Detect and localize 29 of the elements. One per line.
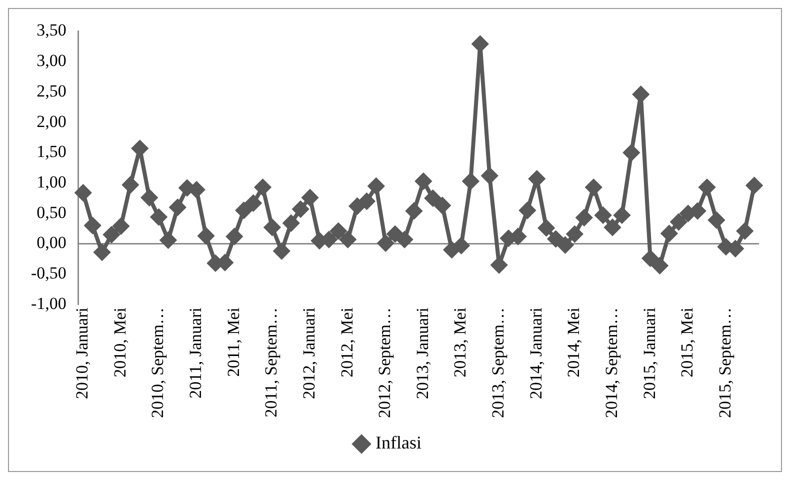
x-tick-label: 2015, Januari [640,307,659,400]
x-tick-label: 2015, Septem… [715,308,734,418]
y-tick-label: 0,00 [36,233,66,252]
x-tick-label: 2014, Januari [526,307,546,400]
x-tick-label: 2011, Mei [224,307,243,377]
y-tick-label: 3,00 [36,51,66,70]
x-tick-label: 2012, Septem… [375,308,394,418]
x-tick-label: 2012, Januari [299,307,318,400]
x-tick-label: 2015, Mei [678,307,697,378]
x-tick-label: 2014, Septem… [602,308,621,418]
y-tick-label: -1,00 [30,294,66,313]
x-tick-label: 2010, Januari [72,307,92,400]
legend-label: Inflasi [376,432,422,453]
y-tick-label: 2,50 [36,81,66,100]
y-tick-label: 1,50 [36,142,66,162]
x-tick-label: 2013, Septem… [488,308,508,418]
x-tick-label: 2010, Septem… [148,308,168,418]
x-tick-label: 2013, Mei [450,307,470,378]
y-tick-label: 0,50 [36,202,66,222]
x-tick-label: 2011, Septem… [262,308,281,418]
y-tick-label: 2,00 [36,112,66,131]
x-tick-label: 2011, Januari [186,307,206,398]
y-tick-label: 1,00 [36,172,66,192]
y-tick-label: -0,50 [30,264,66,283]
x-tick-label: 2012, Mei [337,307,356,378]
x-tick-label: 2013, Januari [412,307,432,400]
y-tick-label: 3,50 [36,20,66,40]
x-tick-label: 2014, Mei [564,307,584,378]
x-tick-label: 2010, Mei [110,307,130,378]
